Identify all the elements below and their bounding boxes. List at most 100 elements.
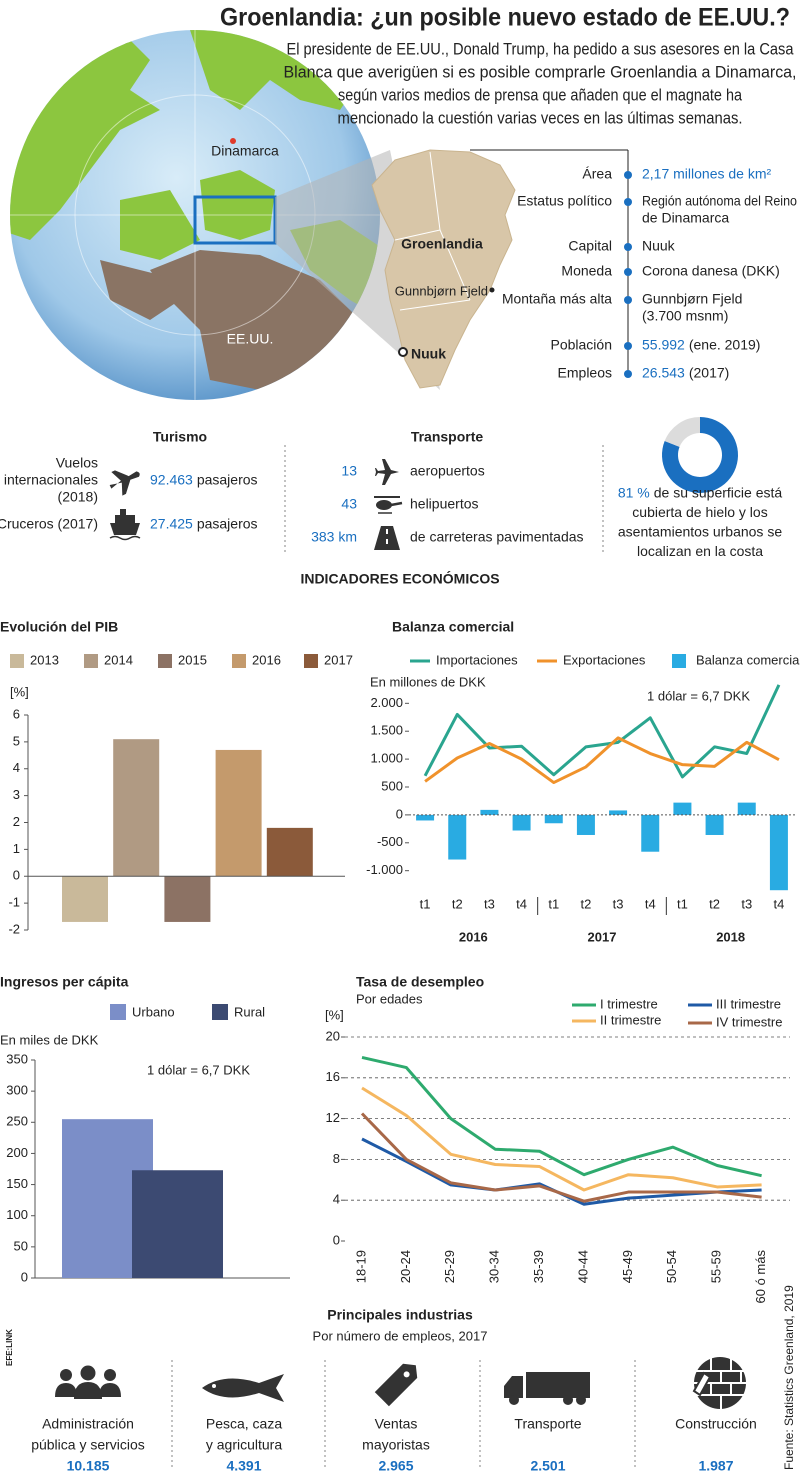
legend-label: 2013 [30,652,59,667]
industry-value: 1.987 [698,1458,733,1474]
legend-swatch [672,654,686,668]
legend-label: Urbano [132,1004,175,1019]
map-label: Gunnbjørn Fjeld [395,283,488,298]
legend-label: II trimestre [600,1012,661,1027]
donut-segment [664,417,700,447]
source: Fuente: Statistics Greenland, 2019 [782,1285,796,1470]
industry-label: mayoristas [362,1437,430,1453]
map-label: Dinamarca [211,143,279,159]
bar [448,814,467,860]
legend-swatch [84,654,98,668]
fact-label: Capital [568,238,612,254]
denmark-dot [230,138,236,144]
line [360,1112,762,1203]
caption: de su superficie está [654,485,783,501]
bar [641,814,660,852]
bar [416,814,435,821]
fact-note: (2017) [689,365,729,381]
legend-swatch [110,1004,126,1020]
legend-swatch [232,654,246,668]
fact-value: 2,17 millones de km² [642,166,772,182]
fact-label: Estatus político [517,193,612,209]
tourism-label: (2018) [58,489,98,505]
transport-value: 43 [341,496,357,512]
x-tick-label: t1 [548,896,559,911]
tourism-label: Vuelos [56,455,98,471]
tourism-value: 27.425 [150,516,193,532]
fact-dot [624,268,632,276]
x-tick-label: 45-49 [620,1250,635,1283]
fact-note: (ene. 2019) [689,337,761,353]
construction-icon [690,1357,746,1409]
x-tick-label: 40-44 [575,1250,590,1283]
tourism-unit: pasajeros [197,516,258,532]
x-tick-label: 35-39 [531,1250,546,1283]
y-tick-label: 2.000 [370,695,403,710]
group-label: 2016 [459,929,488,944]
trowel [692,1371,712,1397]
fact-dot [624,342,632,350]
y-tick-label: 150 [6,1176,28,1191]
line [361,1055,762,1178]
group-label: 2018 [716,929,745,944]
greenland [371,149,516,389]
bar [480,809,499,815]
y-tick-label: 300 [6,1083,28,1098]
y-tick-label: 5 [13,733,20,748]
legend-label: 2014 [104,652,133,667]
industry-value: 10.185 [67,1458,110,1474]
legend-swatch [304,654,318,668]
donut-segment [662,417,738,493]
bar [164,876,211,922]
map-label: Groenlandia [401,236,483,252]
fact-label: Moneda [561,263,612,279]
legend-label: I trimestre [600,996,658,1011]
wheel [563,1395,573,1405]
fact-value: Gunnbjørn Fjeld [642,291,742,307]
legend-label: 2017 [324,652,353,667]
y-tick-label: 250 [6,1114,28,1129]
cab [504,1376,523,1398]
road [374,526,400,550]
ship-icon [109,509,141,541]
industry-value: 2.965 [378,1458,413,1474]
industry-value: 4.391 [226,1458,261,1474]
y-tick-label: 1.500 [370,723,403,738]
tourism-value: 92.463 [150,472,193,488]
x-tick-label: t2 [452,896,463,911]
head [104,1369,116,1381]
tag-icon [374,1363,418,1407]
legend-label: 2016 [252,652,281,667]
peak-dot [489,287,495,293]
fact-dot [624,171,632,179]
fish-icon [202,1374,284,1402]
y-axis-label: [%] [325,1007,344,1022]
industry-label: Pesca, caza [206,1416,282,1432]
bar [266,827,313,877]
fact-label: Empleos [558,365,612,381]
legend-label: Exportaciones [563,652,646,667]
chart-title: Evolución del PIB [0,619,118,635]
y-tick-label: 20 [326,1028,340,1043]
y-tick-label: -2 [8,921,20,936]
legend-label: IV trimestre [716,1014,782,1029]
road-icon [374,526,400,550]
intro-line: El presidente de EE.UU., Donald Trump, h… [287,40,795,58]
wheel [509,1395,519,1405]
x-tick-label: 30-34 [487,1250,502,1283]
transport-unit: aeropuertos [410,463,485,479]
x-tick-label: t2 [709,896,720,911]
section-heading: Transporte [411,429,484,445]
fact-label: Población [551,337,613,353]
mortar [690,1357,746,1409]
map-label: Nuuk [411,346,446,362]
industry-label: Administración [42,1416,134,1432]
land-usa [150,250,360,390]
y-axis-label: En miles de DKK [0,1032,99,1047]
eye [212,1384,216,1388]
x-tick-label: t3 [484,896,495,911]
industry-label: y agricultura [206,1437,282,1453]
bar [673,802,692,815]
y-tick-label: 100 [6,1207,28,1222]
line [423,684,781,779]
